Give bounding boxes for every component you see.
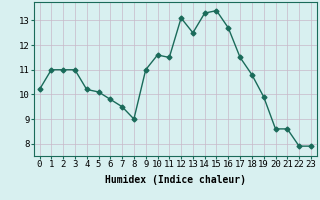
X-axis label: Humidex (Indice chaleur): Humidex (Indice chaleur): [105, 175, 246, 185]
